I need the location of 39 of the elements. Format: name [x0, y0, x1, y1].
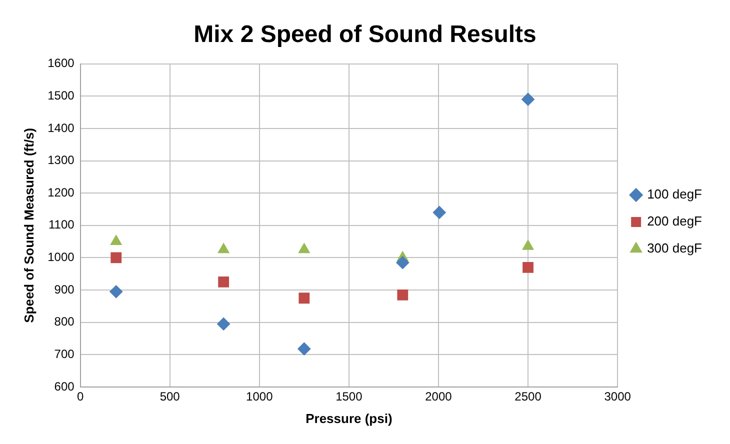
x-tick-label: 2500	[514, 390, 542, 404]
y-axis-title: Speed of Sound Measured (ft/s)	[21, 128, 36, 323]
legend-label: 200 degF	[647, 214, 702, 229]
point	[110, 235, 122, 246]
x-tick-label: 500	[160, 390, 180, 404]
point	[298, 342, 311, 356]
y-tick-label: 1500	[48, 88, 75, 102]
point	[217, 317, 230, 330]
y-tick-label: 900	[54, 282, 75, 296]
point	[218, 243, 230, 254]
legend-label: 300 degF	[647, 240, 702, 256]
point	[110, 252, 122, 264]
point	[110, 285, 123, 298]
x-tick-label: 0	[76, 390, 84, 404]
point	[298, 292, 310, 304]
point	[522, 240, 534, 250]
y-tick-label: 700	[54, 346, 75, 361]
x-tick-label: 3000	[604, 390, 632, 404]
y-tick-label: 600	[54, 379, 75, 394]
y-tick-label: 1000	[48, 250, 75, 264]
x-tick-label: 1000	[246, 390, 274, 404]
point	[522, 262, 534, 273]
point	[432, 206, 446, 219]
y-tick-label: 1200	[48, 185, 75, 200]
y-tick-label: 1100	[48, 218, 75, 232]
point	[397, 289, 408, 300]
legend-label: 100 degF	[647, 186, 702, 202]
y-tick-label: 1600	[48, 56, 75, 70]
point	[522, 92, 535, 106]
x-axis-title: Pressure (psi)	[306, 410, 392, 426]
chart-title: Mix 2 Speed of Sound Results	[194, 21, 536, 48]
y-tick-label: 800	[54, 314, 75, 329]
y-tick-label: 1400	[48, 120, 75, 135]
point	[396, 256, 410, 270]
point	[298, 243, 310, 254]
y-tick-label: 1300	[48, 153, 75, 168]
x-tick-label: 1500	[336, 390, 363, 404]
x-tick-label: 2000	[425, 390, 452, 404]
point	[218, 276, 230, 288]
